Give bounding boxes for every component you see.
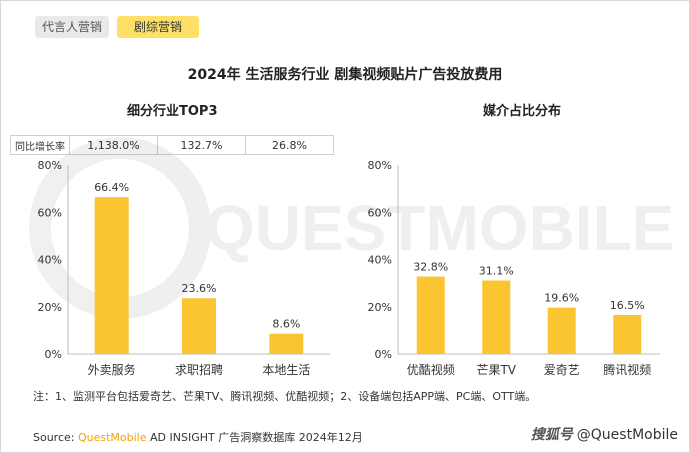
left-y-tick-label: 60% <box>38 206 62 219</box>
left-y-tick-label: 40% <box>38 254 62 267</box>
watermark-text: QUESTMOBILE <box>205 192 674 264</box>
source-brand: QuestMobile <box>77 431 147 444</box>
growth-rate-value-3: 26.8% <box>245 135 334 155</box>
left-category-label: 求职招聘 <box>175 363 223 377</box>
tab-drama-variety-marketing[interactable]: 剧综营销 <box>117 16 199 38</box>
source-prefix: Source: <box>33 431 78 444</box>
left-bar <box>182 298 216 354</box>
left-y-tick-label: 20% <box>38 301 62 314</box>
right-y-tick-label: 80% <box>368 159 392 172</box>
right-value-label: 32.8% <box>413 261 448 274</box>
left-category-label: 外卖服务 <box>88 362 136 377</box>
left-bar <box>94 197 129 354</box>
left-category-label: 本地生活 <box>262 363 310 377</box>
right-chart-subtitle: 媒介占比分布 <box>483 104 562 119</box>
growth-rate-value-1: 1,138.0% <box>69 135 158 155</box>
source-line: Source: QuestMobile AD INSIGHT 广告洞察数据库 2… <box>33 429 363 445</box>
left-value-label: 8.6% <box>272 318 300 331</box>
tab-spokesperson-marketing[interactable]: 代言人营销 <box>35 16 109 38</box>
right-category-label: 爱奇艺 <box>544 363 580 377</box>
right-bar <box>416 276 445 354</box>
right-value-label: 31.1% <box>479 265 514 278</box>
right-value-label: 16.5% <box>610 299 645 312</box>
right-category-label: 芒果TV <box>476 362 516 377</box>
right-category-label: 腾讯视频 <box>603 362 651 377</box>
footnote: 注：1、监测平台包括爱奇艺、芒果TV、腾讯视频、优酷视频；2、设备端包括APP端… <box>33 390 537 403</box>
left-bar-chart: 0% 20% 40% 60% 80% 66.4% 外卖服务 23.6% 求职招聘 8.6% 本地生活 <box>38 159 330 377</box>
chart-title: 2024年 生活服务行业 剧集视频贴片广告投放费用 <box>187 67 503 83</box>
growth-rate-row: 同比增长率 1,138.0% 132.7% 26.8% <box>10 135 334 155</box>
left-value-label: 66.4% <box>94 181 129 194</box>
right-y-tick-label: 20% <box>368 301 392 314</box>
right-y-tick-label: 0% <box>375 348 392 361</box>
right-bar <box>547 307 576 354</box>
left-y-tick-label: 80% <box>38 159 62 172</box>
left-value-label: 23.6% <box>182 282 217 295</box>
sohu-logo-mark: 搜狐号 <box>530 427 573 443</box>
right-category-label: 优酷视频 <box>407 362 455 377</box>
right-value-label: 19.6% <box>544 292 579 305</box>
publisher-logo: 搜狐号 @QuestMobile <box>531 424 678 444</box>
right-bar <box>613 315 642 354</box>
left-bar <box>269 333 304 354</box>
right-bar-chart: 0% 20% 40% 60% 80% 32.8% 优酷视频 31.1% 芒果TV 19.6% 爱奇艺… <box>368 159 660 377</box>
right-y-tick-label: 60% <box>368 206 392 219</box>
publisher-handle: @QuestMobile <box>576 427 678 443</box>
left-chart-subtitle: 细分行业TOP3 <box>127 104 218 119</box>
right-bar <box>482 280 511 354</box>
right-y-tick-label: 40% <box>368 254 392 267</box>
growth-rate-table: 同比增长率 1,138.0% 132.7% 26.8% <box>10 135 334 155</box>
source-rest: AD INSIGHT 广告洞察数据库 2024年12月 <box>146 431 363 444</box>
watermark: QUESTMOBILE <box>29 137 674 319</box>
left-y-tick-label: 0% <box>45 348 62 361</box>
